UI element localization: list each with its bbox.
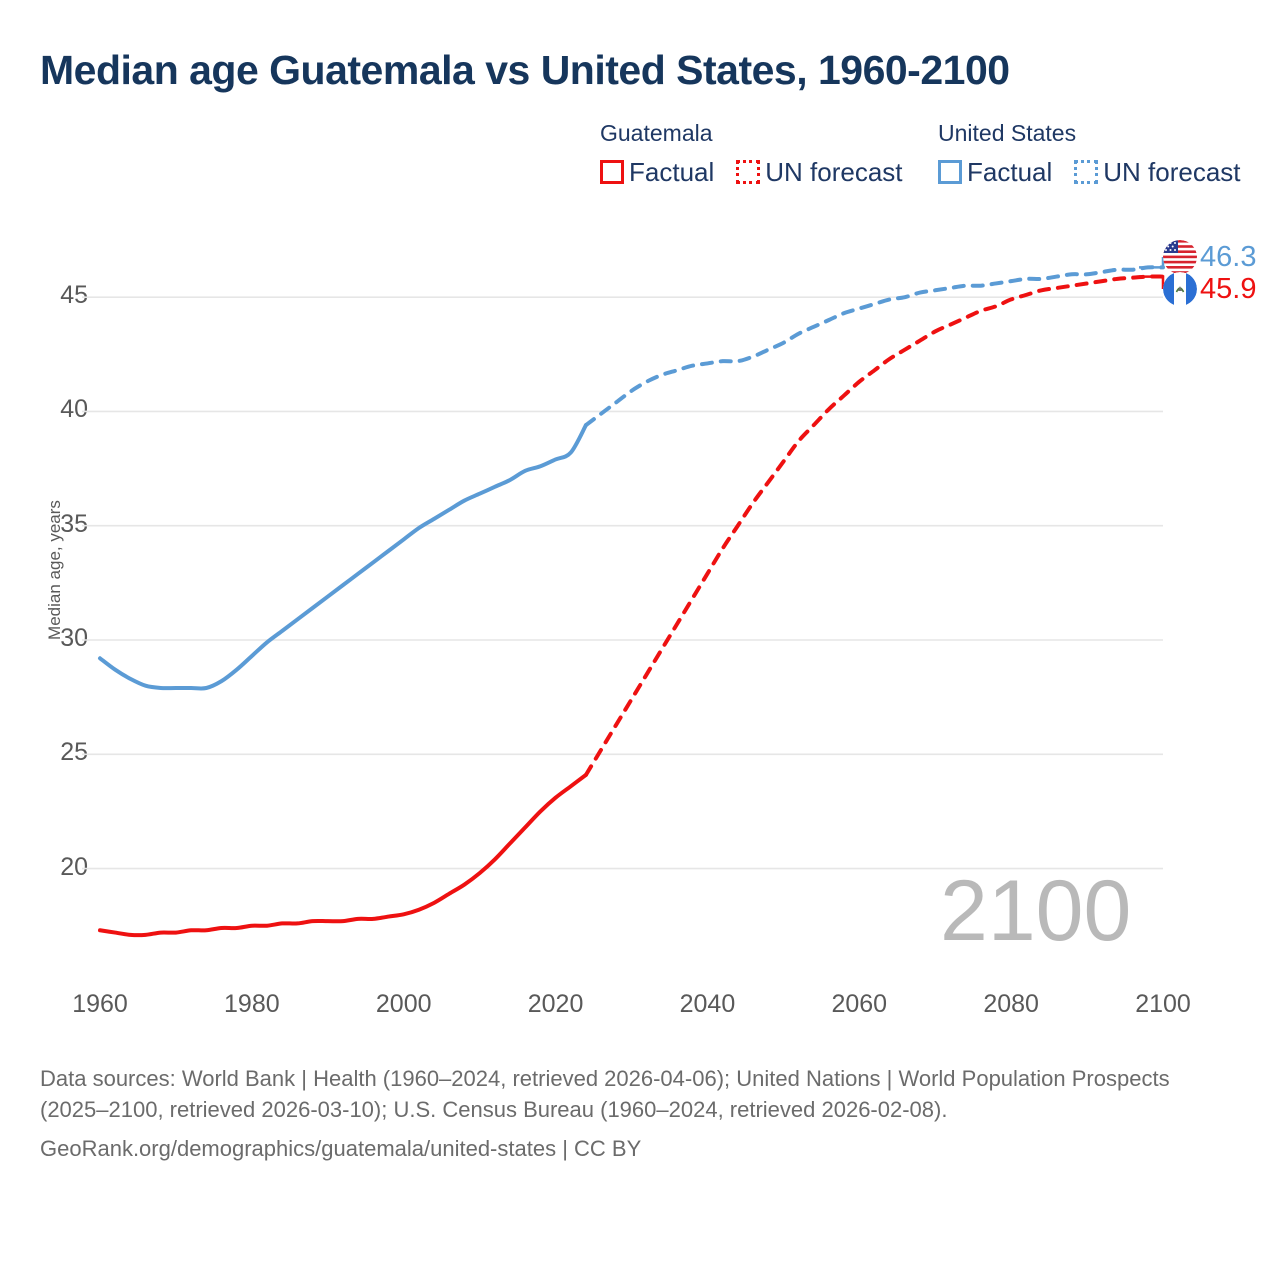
legend-entry-label: UN forecast [765,157,903,187]
y-axis-tick-label: 20 [60,852,88,881]
leader-line-guatemala [1139,275,1165,289]
x-axis-tick-label: 1980 [224,990,280,1018]
legend-entry-guatemala-factual[interactable]: Factual [600,159,714,185]
legend-group-guatemala: Guatemala Factual UN forecast [600,122,903,185]
page-title: Median age Guatemala vs United States, 1… [40,47,1010,93]
solid-square-icon [600,160,624,184]
dotted-square-icon [1074,160,1099,184]
x-axis-tick-label: 2000 [375,990,432,1018]
legend-entry-united-states-factual[interactable]: Factual [938,159,1052,185]
series-line-united-states-forecast [583,265,1165,428]
chart-gridlines [82,296,1163,870]
end-value-guatemala: 45.9 [1200,272,1257,305]
guatemala-flag-icon [1163,272,1197,306]
x-axis-tick-label: 1960 [72,990,128,1018]
us-flag-icon [1163,240,1197,274]
leader-line-united-states [1139,257,1165,269]
end-value-united-states: 46.3 [1200,240,1257,273]
y-axis-tick-label: 35 [60,509,88,538]
end-label-guatemala: 45.9 [1163,272,1256,306]
series-line-guatemala-forecast [583,274,1165,777]
series-line-guatemala-factual [98,772,588,938]
legend-entry-label: UN forecast [1103,157,1241,187]
x-axis-tick-label: 2020 [527,990,584,1018]
footer-attribution-link[interactable]: GeoRank.org/demographics/guatemala/unite… [40,1136,642,1162]
chart-series [98,265,1165,938]
y-axis-tick-label: 45 [60,281,88,310]
legend-entry-guatemala-forecast[interactable]: UN forecast [736,157,903,187]
legend-group-united-states: United States Factual UN forecast [938,122,1241,185]
year-watermark: 2100 [940,863,1132,959]
x-axis-ticks: 1960 1980 2000 2020 2040 2060 2080 2100 [0,992,1280,1028]
legend-country-label: Guatemala [600,120,713,146]
end-label-united-states: 46.3 [1163,240,1256,274]
chart-legend: Guatemala Factual UN forecast United Sta… [600,122,1260,202]
legend-entry-united-states-forecast[interactable]: UN forecast [1074,157,1241,187]
solid-square-icon [938,160,962,184]
chart-footer: Data sources: World Bank | Health (1960–… [40,1063,1225,1165]
legend-entry-label: Factual [629,157,715,187]
x-axis-tick-label: 2040 [679,990,736,1018]
y-axis-tick-label: 40 [60,395,88,424]
legend-country-label: United States [938,120,1077,146]
dotted-square-icon [736,160,761,184]
x-axis-tick-label: 2060 [831,990,888,1018]
legend-entry-label: Factual [967,157,1053,187]
y-axis-tick-label: 30 [60,624,88,652]
y-axis-tick-label: 25 [60,738,88,767]
x-axis-tick-label: 2100 [1135,990,1191,1018]
series-line-united-states-factual [98,423,588,691]
y-axis-ticks: 20 25 30 35 40 45 [10,0,88,1280]
footer-data-sources: Data sources: World Bank | Health (1960–… [40,1066,1170,1123]
x-axis-tick-label: 2080 [983,990,1039,1018]
chart-leader-lines [1139,257,1165,289]
